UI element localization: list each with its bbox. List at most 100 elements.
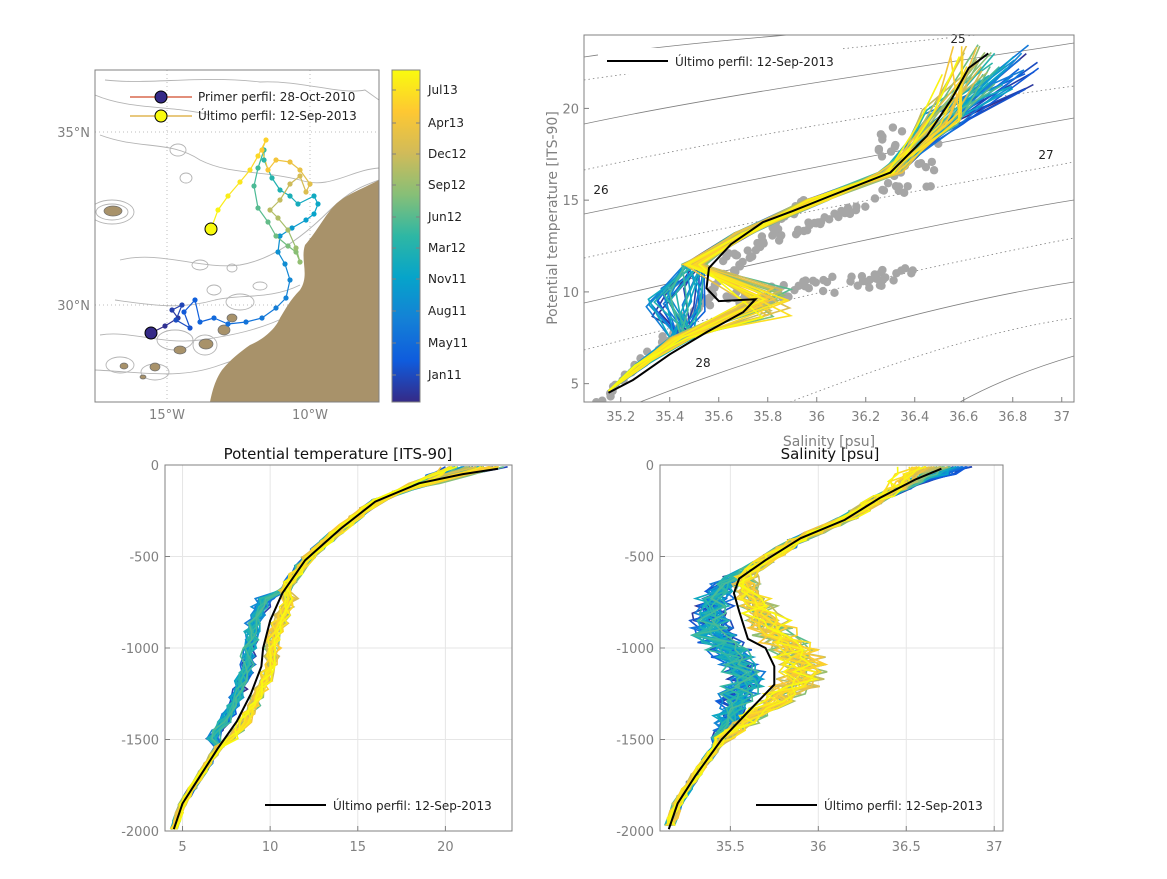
trajectory-segment	[239, 169, 251, 183]
trajectory-segment	[175, 319, 191, 329]
profile-location-dot	[255, 153, 261, 159]
colorbar-tick-label: Sep12	[428, 178, 466, 192]
profile-location-dot	[162, 323, 168, 329]
profile-location-dot	[273, 305, 279, 311]
profile-location-dot	[259, 315, 265, 321]
xtick-label: 5	[178, 840, 186, 855]
trajectory-segment	[287, 229, 297, 249]
climatology-point	[888, 123, 898, 132]
trajectory-segment	[275, 235, 289, 247]
isopycnal-label: 26	[593, 183, 608, 197]
map-panel: Primer perfil: 28-Oct-2010 Último perfil…	[57, 69, 380, 423]
profile-location-dot	[293, 245, 299, 251]
profile-location-dot	[255, 205, 261, 211]
ts-legend: Último perfil: 12-Sep-2013	[598, 48, 843, 74]
profile-location-dot	[295, 201, 301, 207]
first-profile-marker[interactable]	[144, 326, 158, 340]
profile-location-dot	[297, 259, 303, 265]
climatology-point	[899, 188, 909, 197]
last-profile-marker[interactable]	[204, 222, 218, 236]
climatology-point	[743, 246, 752, 255]
map-frame	[94, 69, 380, 403]
climatology-point	[878, 135, 887, 144]
xtick-label: 10	[262, 840, 279, 855]
climatology-point	[818, 286, 828, 296]
ytick-label: 0	[151, 459, 159, 474]
profile-location-dot	[265, 219, 271, 225]
ts-legend-text: Último perfil: 12-Sep-2013	[675, 54, 834, 69]
trajectory-segment	[253, 167, 259, 187]
profile-line	[669, 466, 903, 826]
trajectory-segment	[253, 185, 259, 209]
profile-location-dot	[287, 159, 293, 165]
salinity-panel: Salinity [psu] 35.5 36 36.5 37 0 -500 -1000 -15…	[616, 445, 1004, 855]
profile-location-dot	[303, 189, 309, 195]
africa-coast	[210, 180, 379, 402]
ts-xlabel: Salinity [psu]	[783, 434, 875, 450]
colorbar-tick-label: Aug11	[428, 304, 467, 318]
isopycnal-label-bg	[591, 183, 611, 197]
profile-location-dot	[277, 233, 283, 239]
ts-xtick-label: 36.6	[949, 410, 978, 425]
profile-location-dot	[285, 243, 291, 249]
salinity-latest-profile	[667, 467, 942, 830]
profile-location-dot	[275, 249, 281, 255]
climatology-point	[598, 396, 607, 402]
climatology-point	[877, 152, 887, 161]
map-xtick-10w: 10°W	[292, 408, 328, 423]
colorbar-tick-label: Jan11	[427, 368, 462, 382]
xtick-label: 15	[350, 840, 367, 855]
ytick-label: -2000	[616, 825, 654, 840]
climatology-point	[830, 288, 839, 298]
climatology-point	[802, 226, 812, 235]
trajectory-segment	[257, 207, 269, 223]
ts-xtick-label: 36	[808, 410, 825, 425]
climatology-point	[705, 301, 715, 310]
profile-location-dot	[287, 277, 293, 283]
trajectory-segment	[284, 263, 291, 281]
ts-panel: 25 26 27 28 35.2 35.4 35.6 35.8 36 36.2 36.4 36.6 3…	[545, 32, 1075, 450]
ts-xtick-label: 37	[1053, 410, 1070, 425]
ts-profiles	[607, 44, 1040, 392]
profile-location-dot	[192, 297, 198, 303]
climatology-point	[819, 275, 828, 285]
colorbar: Jul13 Apr13 Dec12 Sep12 Jun12 Mar12 Nov11 Aug11…	[391, 69, 468, 403]
colorbar-tick-label: Dec12	[428, 147, 467, 161]
profile-location-dot	[297, 173, 303, 179]
legend-last-marker	[154, 109, 168, 123]
climatology-point	[658, 332, 667, 341]
isopycnal-line	[584, 85, 1074, 171]
profile-location-dot	[169, 307, 175, 313]
climatology-point	[897, 266, 906, 275]
climatology-point	[747, 252, 757, 261]
map-ytick-30n: 30°N	[57, 299, 90, 314]
colorbar-tick-label: Nov11	[428, 272, 467, 286]
climatology-point	[776, 232, 785, 241]
temperature-latest-profile	[172, 467, 499, 830]
ts-ylabel: Potential temperature [ITS-90]	[545, 111, 561, 325]
colorbar-tick-label: Mar12	[428, 241, 466, 255]
profile-location-dot	[261, 157, 267, 163]
ts-frame	[583, 34, 1075, 403]
ytick-label: -1500	[121, 734, 159, 749]
trajectory-segment	[267, 221, 277, 237]
isopycnal-line	[639, 281, 1074, 402]
temperature-title: Potential temperature [ITS-90]	[224, 445, 453, 463]
trajectory-segment	[194, 299, 201, 323]
climatology-point	[929, 166, 939, 175]
climatology-point	[908, 266, 917, 275]
profile-location-dot	[275, 215, 281, 221]
trajectory-segment	[183, 299, 196, 313]
profile-location-dot	[297, 167, 303, 173]
profile-location-dot	[293, 249, 299, 255]
temperature-panel: Potential temperature [ITS-90] 5 10 15 20 0 -…	[121, 445, 513, 855]
profile-location-dot	[273, 157, 279, 163]
trajectory-segment	[285, 279, 291, 299]
ts-latest-profile	[608, 52, 989, 394]
climatology-point	[847, 272, 856, 281]
profile-location-dot	[237, 179, 243, 185]
climatology-point	[722, 252, 731, 261]
legend-first-text: Primer perfil: 28-Oct-2010	[198, 90, 355, 104]
profile-location-dot	[277, 197, 283, 203]
climatology-point	[865, 283, 874, 292]
